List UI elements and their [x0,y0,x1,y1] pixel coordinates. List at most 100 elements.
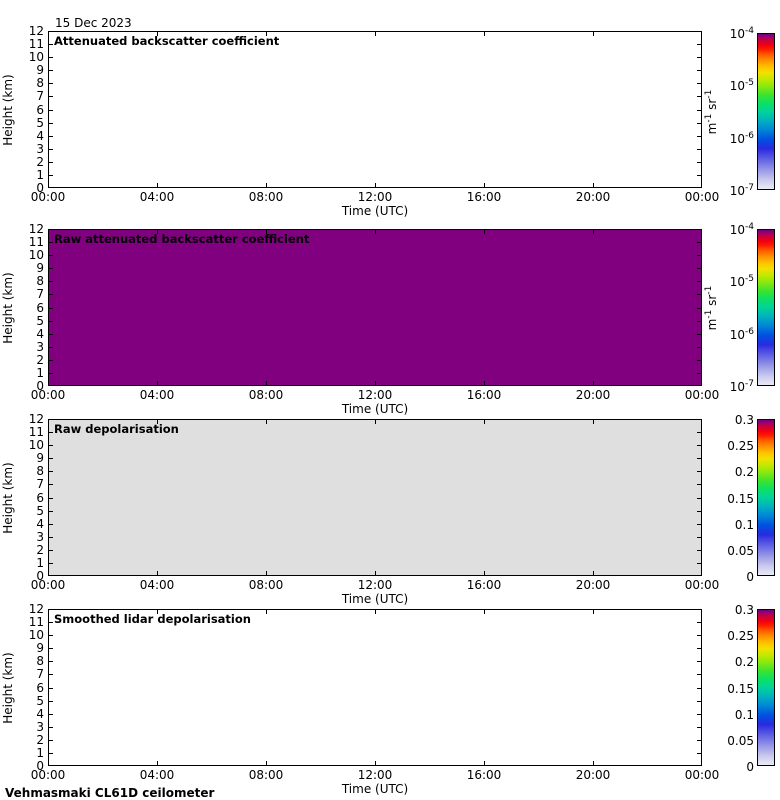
colorbar-unit-label: m-1 sr-1 [704,285,719,330]
colorbar-tick-label: 0.05 [727,733,754,748]
x-tick-mark [157,609,158,614]
y-tick-mark [48,307,53,309]
y-tick-label: 8 [36,464,44,479]
x-tick-mark [593,761,594,766]
x-tick-mark [266,609,267,614]
y-tick-label: 9 [36,641,44,656]
x-tick-label: 00:00 [684,768,720,782]
colorbar-tick-label: 0.2 [734,465,754,480]
y-tick-mark [697,700,702,702]
plot-area-attenuated-backscatter-coefficient[interactable] [48,31,702,188]
y-axis-label: Height (km) [1,271,15,344]
y-tick-mark [48,752,53,754]
x-tick-mark [375,609,376,614]
panel-attenuated-backscatter-coefficient: Attenuated backscatter coefficient 0 1 2 3 4 5… [1,25,719,218]
colorbar-tick-label: 0.1 [734,707,754,722]
y-tick-mark [697,96,702,98]
date-stamp: 15 Dec 2023 [55,16,132,30]
panel-raw-attenuated-backscatter-coefficient: Raw attenuated backscatter coefficient 0 1… [1,223,719,416]
x-tick-mark [593,609,594,614]
y-tick-label: 1 [36,745,44,760]
x-tick-mark [157,183,158,188]
plot-area-smoothed-lidar-depolarisation[interactable] [48,609,702,766]
y-tick-label: 5 [36,693,44,708]
y-tick-label: 7 [36,287,44,302]
colorbar-tick-label: 0.15 [727,681,754,696]
y-tick-label: 3 [36,529,44,544]
panel-title-raw-depolarisation: Raw depolarisation [54,422,179,436]
y-tick-mark [697,109,702,111]
y-tick-label: 0 [36,759,44,773]
y-tick-label: 3 [36,339,44,354]
x-tick-mark [484,571,485,576]
y-tick-mark [697,445,702,447]
plot-area-raw-attenuated-backscatter-coefficient[interactable] [48,229,702,386]
y-tick-mark [48,536,53,538]
x-tick-mark [157,229,158,234]
plot-area-raw-depolarisation[interactable] [48,419,702,576]
y-tick-label: 3 [36,719,44,734]
y-tick-label: 6 [36,102,44,117]
y-tick-mark [697,333,702,335]
x-tick-mark [375,761,376,766]
colorbar-tick-label: 10-4 [729,26,754,41]
colorbar-tick-label: 10-5 [729,274,754,290]
y-tick-mark [697,83,702,85]
y-tick-label: 12 [28,602,44,616]
x-tick-mark [157,31,158,36]
y-tick-mark [48,687,53,689]
y-tick-label: 12 [28,412,44,426]
y-tick-label: 6 [36,680,44,695]
y-tick-mark [48,281,53,283]
y-tick-mark [697,752,702,754]
y-tick-mark [697,726,702,728]
x-tick-mark [266,761,267,766]
x-tick-label: 00:00 [684,578,720,592]
x-tick-mark [484,419,485,424]
y-tick-mark [48,739,53,741]
x-tick-label: 16:00 [466,388,502,402]
colorbar-tick-label: 10-6 [729,130,754,146]
x-tick-mark [593,419,594,424]
colorbar-raw-attenuated-backscatter-coefficient: 10-4 10-5 10-6 10-7 m-1 sr-1 [704,223,775,393]
y-tick-mark [697,510,702,512]
y-tick-mark [48,70,53,72]
y-tick-label: 8 [36,76,44,91]
y-tick-mark [697,307,702,309]
y-tick-label: 9 [36,261,44,276]
y-tick-label: 11 [28,425,44,440]
y-tick-mark [48,255,53,257]
y-tick-mark [48,471,53,473]
panel-title-smoothed-lidar-depolarisation: Smoothed lidar depolarisation [54,612,251,626]
panel-smoothed-lidar-depolarisation: Smoothed lidar depolarisation 0 1 2 3 4 5 6 7 8 9 1… [1,603,719,796]
colorbar-unit-label: m-1 sr-1 [704,89,719,134]
y-tick-mark [697,57,702,59]
y-tick-mark [48,549,53,551]
y-tick-label: 0 [36,569,44,583]
y-axis-label: Height (km) [1,651,15,724]
y-tick-mark [697,562,702,564]
y-tick-mark [48,445,53,447]
colorbar-smoothed-lidar-depolarisation: 0.3 0.25 0.2 0.15 0.1 0.05 0 [727,604,775,773]
y-tick-label: 5 [36,313,44,328]
y-axis-label: Height (km) [1,73,15,146]
y-tick-mark [697,549,702,551]
colorbar-tick-label: 0 [746,570,754,584]
y-axis-label: Height (km) [1,461,15,534]
x-tick-mark [157,571,158,576]
y-tick-mark [48,122,53,124]
x-tick-mark [375,229,376,234]
x-tick-mark [157,381,158,386]
x-tick-mark [484,761,485,766]
x-tick-mark [375,381,376,386]
y-tick-label: 5 [36,115,44,130]
plot-data-fill-raw-depolarisation [49,420,701,575]
colorbar-tick-label: 0.05 [727,543,754,558]
panel-title-raw-attenuated-backscatter-coefficient: Raw attenuated backscatter coefficient [54,232,310,246]
y-tick-label: 0 [36,181,44,195]
y-tick-mark [697,174,702,176]
x-tick-label: 00:00 [30,578,66,592]
y-tick-label: 11 [28,37,44,52]
y-tick-label: 12 [28,24,44,38]
